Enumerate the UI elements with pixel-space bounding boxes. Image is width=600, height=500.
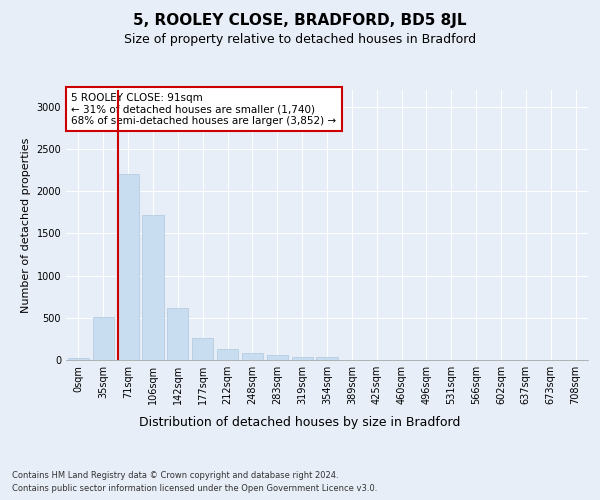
Bar [217, 349, 238, 360]
Bar [316, 358, 338, 360]
Bar [242, 353, 263, 360]
Bar [167, 308, 188, 360]
Bar [68, 358, 89, 360]
Bar [118, 174, 139, 360]
Text: 5 ROOLEY CLOSE: 91sqm
← 31% of detached houses are smaller (1,740)
68% of semi-d: 5 ROOLEY CLOSE: 91sqm ← 31% of detached … [71, 92, 337, 126]
Text: 5, ROOLEY CLOSE, BRADFORD, BD5 8JL: 5, ROOLEY CLOSE, BRADFORD, BD5 8JL [133, 12, 467, 28]
Text: Size of property relative to detached houses in Bradford: Size of property relative to detached ho… [124, 32, 476, 46]
Y-axis label: Number of detached properties: Number of detached properties [21, 138, 31, 312]
Text: Contains HM Land Registry data © Crown copyright and database right 2024.: Contains HM Land Registry data © Crown c… [12, 470, 338, 480]
Text: Distribution of detached houses by size in Bradford: Distribution of detached houses by size … [139, 416, 461, 429]
Bar [267, 356, 288, 360]
Bar [93, 317, 114, 360]
Bar [192, 338, 213, 360]
Bar [142, 215, 164, 360]
Text: Contains public sector information licensed under the Open Government Licence v3: Contains public sector information licen… [12, 484, 377, 493]
Bar [292, 356, 313, 360]
